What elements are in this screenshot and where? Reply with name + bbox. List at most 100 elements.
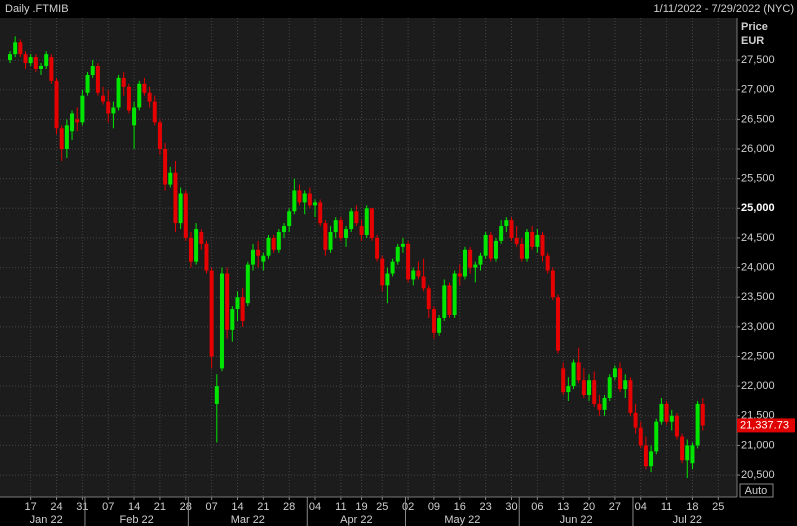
candle-body bbox=[561, 368, 566, 393]
candle-body bbox=[54, 80, 59, 129]
candle-body bbox=[282, 226, 287, 233]
candle-body bbox=[597, 403, 602, 410]
x-tick-label: 19 bbox=[355, 501, 367, 513]
candle-body bbox=[664, 403, 669, 422]
auto-button-label[interactable]: Auto bbox=[745, 485, 768, 497]
y-tick-label: 21,000 bbox=[741, 439, 775, 451]
candle-body bbox=[406, 243, 411, 280]
candle-body bbox=[499, 226, 504, 241]
candle-body bbox=[194, 229, 199, 262]
candle-body bbox=[8, 54, 12, 61]
candle-body bbox=[545, 255, 550, 271]
candle-body bbox=[225, 273, 230, 330]
x-tick-label: 24 bbox=[50, 501, 62, 513]
candle-body bbox=[313, 202, 318, 206]
candle-body bbox=[571, 362, 576, 387]
candle-body bbox=[266, 237, 271, 256]
x-tick-label: 02 bbox=[402, 501, 414, 513]
candle-body bbox=[297, 190, 302, 203]
candle-body bbox=[581, 380, 586, 396]
candle-body bbox=[75, 119, 80, 123]
candle-body bbox=[431, 309, 436, 333]
auto-button[interactable] bbox=[739, 483, 774, 498]
y-tick-label: 26,000 bbox=[741, 143, 775, 155]
x-tick-label: 11 bbox=[661, 501, 672, 513]
y-tick-label: 27,500 bbox=[741, 54, 775, 66]
x-tick-label: 25 bbox=[712, 501, 724, 513]
candle-body bbox=[271, 237, 276, 250]
candle-body bbox=[318, 202, 323, 224]
candle-body bbox=[623, 380, 628, 390]
month-label: Jun 22 bbox=[560, 514, 593, 526]
candle-body bbox=[111, 107, 116, 114]
candle-body bbox=[64, 125, 69, 150]
candle-body bbox=[566, 386, 571, 393]
candle-body bbox=[514, 237, 519, 244]
candle-body bbox=[369, 208, 374, 238]
candle-body bbox=[152, 101, 157, 123]
candle-body bbox=[669, 415, 674, 422]
candle-body bbox=[13, 42, 18, 55]
y-tick-label: 23,500 bbox=[741, 291, 775, 303]
candle-body bbox=[44, 54, 49, 67]
candle-body bbox=[457, 273, 462, 277]
candle-body bbox=[452, 273, 457, 316]
y-axis-title: Price bbox=[741, 21, 768, 33]
candle-body bbox=[101, 95, 106, 102]
candle-body bbox=[685, 445, 690, 461]
candle-body bbox=[504, 220, 509, 227]
candle-body bbox=[468, 249, 473, 268]
candle-body bbox=[178, 193, 183, 224]
candle-body bbox=[214, 386, 219, 404]
candle-body bbox=[230, 309, 235, 330]
candle-body bbox=[442, 285, 447, 318]
candle-body bbox=[628, 380, 633, 413]
candle-body bbox=[338, 220, 343, 238]
candle-body bbox=[416, 270, 421, 277]
month-label: Jan 22 bbox=[30, 514, 63, 526]
candle-body bbox=[219, 273, 224, 369]
y-tick-label: 23,000 bbox=[741, 321, 775, 333]
y-tick-label: 22,500 bbox=[741, 350, 775, 362]
candle-body bbox=[493, 240, 498, 259]
candle-body bbox=[188, 237, 193, 262]
candle-body bbox=[276, 232, 281, 250]
candle-body bbox=[333, 220, 338, 233]
candle-body bbox=[349, 211, 354, 230]
candle-body bbox=[535, 234, 540, 247]
month-label: May 22 bbox=[444, 514, 480, 526]
x-tick-label: 18 bbox=[686, 501, 698, 513]
candle-body bbox=[39, 66, 44, 69]
candle-body bbox=[59, 128, 64, 150]
candle-body bbox=[525, 232, 529, 259]
candle-body bbox=[137, 83, 142, 108]
x-tick-label: 23 bbox=[480, 501, 492, 513]
candle-body bbox=[612, 368, 617, 378]
x-tick-label: 21 bbox=[257, 501, 269, 513]
x-tick-label: 14 bbox=[128, 501, 140, 513]
x-tick-label: 14 bbox=[231, 501, 243, 513]
last-price-tag bbox=[737, 418, 795, 433]
candle-body bbox=[80, 95, 85, 123]
candle-body bbox=[323, 223, 328, 250]
candle-body bbox=[592, 380, 597, 404]
candle-body bbox=[132, 107, 137, 126]
candle-body bbox=[261, 255, 266, 262]
y-tick-label: 24,500 bbox=[741, 232, 775, 244]
candle-body bbox=[126, 86, 131, 111]
candle-body bbox=[618, 368, 623, 390]
candle-body bbox=[354, 211, 359, 224]
candle-body bbox=[483, 234, 488, 256]
x-tick-label: 16 bbox=[454, 501, 466, 513]
candle-body bbox=[116, 77, 121, 108]
candle-body bbox=[530, 232, 535, 247]
candle-body bbox=[85, 74, 90, 93]
candle-body bbox=[587, 380, 592, 396]
candle-body bbox=[462, 249, 467, 277]
candle-body bbox=[638, 427, 643, 446]
candle-body bbox=[256, 249, 261, 256]
candle-body bbox=[447, 285, 452, 316]
candle-body bbox=[674, 415, 679, 437]
candle-body bbox=[400, 243, 405, 247]
candle-body bbox=[183, 193, 188, 238]
